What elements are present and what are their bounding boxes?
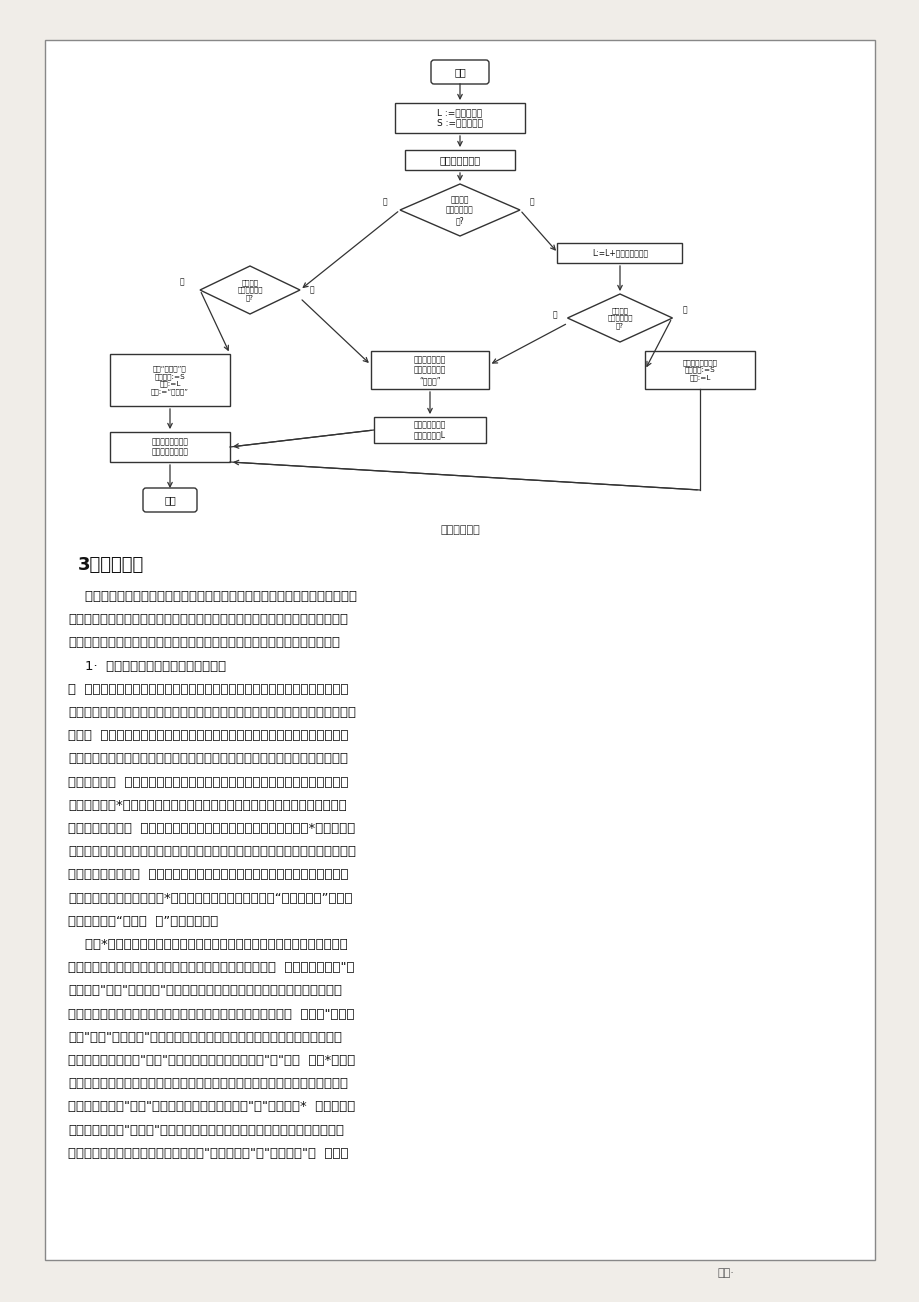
Text: 查空闲区说明表: 查空闲区说明表 (439, 155, 480, 165)
Text: 有与归还
区上邻的空闲
区?: 有与归还 区上邻的空闲 区? (237, 279, 263, 301)
Text: 无: 无 (682, 306, 686, 315)
Text: 用顺序表形式，用数组模拟。由于顺序表的长度必须提前固  定，所以无论是"已: 用顺序表形式，用数组模拟。由于顺序表的长度必须提前固 定，所以无论是"已 (68, 961, 354, 974)
Text: 上邻空闲区登记
栏中长度增加L: 上邻空闲区登记 栏中长度增加L (414, 421, 446, 440)
Text: 间的分配与回收，就建立两*分区表记录主存的使用情况：“已分配区表”记录作: 间的分配与回收，就建立两*分区表记录主存的使用情况：“已分配区表”记录作 (68, 892, 352, 905)
Text: 由此可见，主存的分  配与回收主要时对空闲区的操作。这样为了便于对主存空: 由此可见，主存的分 配与回收主要时对空闲区的操作。这样为了便于对主存空 (68, 868, 348, 881)
FancyBboxPatch shape (430, 60, 489, 85)
Text: 无: 无 (179, 277, 184, 286)
Text: 找一“空表目”栏
登记始址:=S
长度:=L
状态:=“未分配”: 找一“空表目”栏 登记始址:=S 长度:=L 状态:=“未分配” (151, 366, 188, 395)
Text: 把下邻空闲区登
记栏中状态置成
“空表目”: 把下邻空闲区登 记栏中状态置成 “空表目” (414, 355, 446, 385)
Text: 外，也要有一项"标志"，如果是空闲栏目，内容为"空"，如果为*  个空闲区的: 外，也要有一项"标志"，如果是空闲栏目，内容为"空"，如果为* 个空闲区的 (68, 1100, 355, 1113)
Text: 开始: 开始 (454, 66, 465, 77)
Polygon shape (567, 294, 672, 342)
Text: 登记项，内容为"未分配"。在实际系统中，这两个表格的内容可能还要多，实: 登记项，内容为"未分配"。在实际系统中，这两个表格的内容可能还要多，实 (68, 1124, 344, 1137)
Text: L :=归还区长度
S :=归还区起址: L :=归还区长度 S :=归还区起址 (437, 108, 482, 128)
FancyBboxPatch shape (374, 417, 485, 443)
Text: 查找空闲区进展分  配，然后填写已分配区表，主要操作在空闲区；*个作业执行: 查找空闲区进展分 配，然后填写已分配区表，主要操作在空闲区；*个作业执行 (68, 822, 355, 835)
Text: 这两*表的实现方法一般由两种：链表形式、顺序表形式。在本实验中，采: 这两*表的实现方法一般由两种：链表形式、顺序表形式。在本实验中，采 (68, 937, 347, 950)
FancyBboxPatch shape (110, 432, 230, 462)
Text: 主存回收算法: 主存回收算法 (439, 525, 480, 535)
Text: 有: 有 (529, 198, 534, 207)
Text: 完后，将该分区贬词空闲区，并将其与相邻的空闲区合并，主要操作也在空闲区。: 完后，将该分区贬词空闲区，并将其与相邻的空闲区合并，主要操作也在空闲区。 (68, 845, 356, 858)
Text: 个主存采用一*表格记录已分分区和空闲区，就会使表格操作繁琝。主存分配时: 个主存采用一*表格记录已分分区和空闲区，就会使表格操作繁琝。主存分配时 (68, 799, 346, 812)
Text: 分区：空闲区  和已分分区，回收主存分区时，可能会合并空闲区，这样如果整: 分区：空闲区 和已分分区，回收主存分区时，可能会合并空闲区，这样如果整 (68, 776, 348, 789)
Text: L:=L+下邻空闲区长度: L:=L+下邻空闲区长度 (591, 249, 647, 258)
Text: 有: 有 (552, 310, 557, 319)
Text: 分配区表"还是"空闲区表"都必须事先确定长度。它们的长度必须是系统可能: 分配区表"还是"空闲区表"都必须事先确定长度。它们的长度必须是系统可能 (68, 984, 342, 997)
Text: 外，也至少还有一项"标志"，如果是空闲栏目，内容为"空"，如  果为*个作业: 外，也至少还有一项"标志"，如果是空闲栏目，内容为"空"，如 果为*个作业 (68, 1055, 355, 1068)
FancyBboxPatch shape (110, 354, 230, 406)
Text: 数据表  格的设计必须和这个特点相适应。由于分区长度不同，因此设计的表格: 数据表 格的设计必须和这个特点相适应。由于分区长度不同，因此设计的表格 (68, 729, 348, 742)
Text: 按地址顺序调整和
紧缩空闲区说明表: 按地址顺序调整和 紧缩空闲区说明表 (152, 437, 188, 457)
Text: 应该包括分区在主存中的起始地址和长度。由于分配时，空闲区有时会变成两个: 应该包括分区在主存中的起始地址和长度。由于分配时，空闲区有时会变成两个 (68, 753, 347, 766)
Text: 无: 无 (382, 198, 387, 207)
FancyBboxPatch shape (394, 103, 525, 133)
Text: 表区"还是"空闲区表"都是空闲栏目。已分配区表中除了分区起始地址、长度: 表区"还是"空闲区表"都是空闲栏目。已分配区表中除了分区起始地址、长度 (68, 1031, 342, 1044)
Text: 的最大项数，系统运行过程中才不会出错，因此在多数情况下，  无论是"已分配: 的最大项数，系统运行过程中才不会出错，因此在多数情况下， 无论是"已分配 (68, 1008, 354, 1021)
Text: 1·  设计记录主存使用情况的数据表格: 1· 设计记录主存使用情况的数据表格 (68, 660, 226, 673)
Text: 验中仅仅使用上述必须的数据。为此，"已分配区表"和"空闲区表"在  实验中: 验中仅仅使用上述必须的数据。为此，"已分配区表"和"空闲区表"在 实验中 (68, 1147, 348, 1160)
Text: 3）实现步骤: 3）实现步骤 (78, 556, 144, 574)
Text: 结束: 结束 (164, 495, 176, 505)
Text: 底上设计主存分配算法；第三，在设计的数据表格根底上设计主存回收算法。: 底上设计主存分配算法；第三，在设计的数据表格根底上设计主存回收算法。 (68, 637, 340, 650)
FancyBboxPatch shape (557, 243, 682, 263)
FancyBboxPatch shape (370, 352, 489, 389)
Text: 实现动态分区的分配与回收，主要考虑三个问题：第一，设计记录主存使用情: 实现动态分区的分配与回收，主要考虑三个问题：第一，设计记录主存使用情 (68, 590, 357, 603)
FancyBboxPatch shape (644, 352, 754, 389)
FancyBboxPatch shape (45, 40, 874, 1260)
Text: 由  于动态分区的大小是由作业需求量决定的，故分区的长度是预先不固定的，: 由 于动态分区的大小是由作业需求量决定的，故分区的长度是预先不固定的， (68, 682, 348, 695)
Polygon shape (199, 266, 300, 314)
Text: 优选·: 优选· (717, 1268, 734, 1279)
FancyBboxPatch shape (404, 150, 515, 171)
Text: 且分区的个数也随主存分配和回收变动。总之，所有分区情况随时可能发生变化，: 且分区的个数也随主存分配和回收变动。总之，所有分区情况随时可能发生变化， (68, 706, 356, 719)
Text: 业占用分区，“空闲区  表”记录空闲区。: 业占用分区，“空闲区 表”记录空闲区。 (68, 915, 218, 928)
Text: 况的数据表格，用来记录空闲区和作业占用的区域；第二，在设计的数据表格根: 况的数据表格，用来记录空闲区和作业占用的区域；第二，在设计的数据表格根 (68, 613, 347, 626)
Text: 有与归还
区上邻的空闲
区?: 有与归还 区上邻的空闲 区? (607, 307, 632, 329)
Text: 把下邻空闲区登记
栏中始址:=S
长度:=L: 把下邻空闲区登记 栏中始址:=S 长度:=L (682, 359, 717, 381)
Text: 有: 有 (310, 285, 314, 294)
Text: 占用分区的登记项，内容为该作业的作业名；空闲区表除了分区起始地址、长度: 占用分区的登记项，内容为该作业的作业名；空闲区表除了分区起始地址、长度 (68, 1077, 347, 1090)
Polygon shape (400, 184, 519, 236)
FancyBboxPatch shape (142, 488, 197, 512)
Text: 有与归还
区下邻的空闲
区?: 有与归还 区下邻的空闲 区? (446, 195, 473, 225)
